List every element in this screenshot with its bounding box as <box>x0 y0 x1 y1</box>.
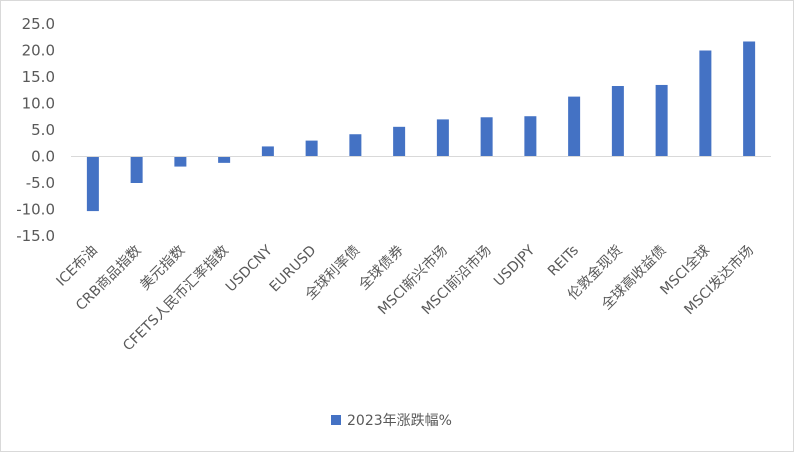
y-tick-label: 5.0 <box>31 121 55 139</box>
bar <box>743 41 756 157</box>
bar <box>86 156 99 212</box>
y-tick-label: -15.0 <box>16 227 55 245</box>
bar <box>393 126 406 157</box>
y-tick-label: -5.0 <box>26 174 55 192</box>
bar <box>349 134 362 157</box>
bar <box>568 96 581 157</box>
y-axis-ticks: 25.0 20.0 15.0 10.0 5.0 0.0 -5.0 -10.0 -15.0 <box>16 15 55 245</box>
y-tick-label: 15.0 <box>22 68 55 86</box>
bar <box>655 84 668 157</box>
bar <box>436 119 449 157</box>
y-tick-label: 25.0 <box>22 15 55 33</box>
bar <box>174 156 187 167</box>
y-tick-label: 20.0 <box>22 42 55 60</box>
x-tick-label: USDJPY <box>491 242 539 290</box>
bar-series <box>86 41 756 212</box>
legend: 2023年涨跌幅% <box>331 413 452 429</box>
x-tick-label: USDCNY <box>223 242 276 295</box>
bar <box>305 140 318 157</box>
bar <box>480 117 493 157</box>
legend-label: 2023年涨跌幅% <box>347 413 452 429</box>
bar <box>524 116 537 157</box>
y-tick-label: 10.0 <box>22 95 55 113</box>
x-axis-ticks: ICE布油CRB商品指数美元指数CFETS人民币汇率指数USDCNYEURUSD… <box>54 242 757 355</box>
bar <box>611 86 624 157</box>
legend-swatch <box>331 415 341 425</box>
x-tick-label: REITs <box>545 243 582 280</box>
bar <box>699 50 712 157</box>
bar <box>218 156 231 163</box>
bar <box>261 146 274 157</box>
y-tick-label: 0.0 <box>31 148 55 166</box>
y-tick-label: -10.0 <box>16 201 55 219</box>
bar <box>130 156 143 183</box>
